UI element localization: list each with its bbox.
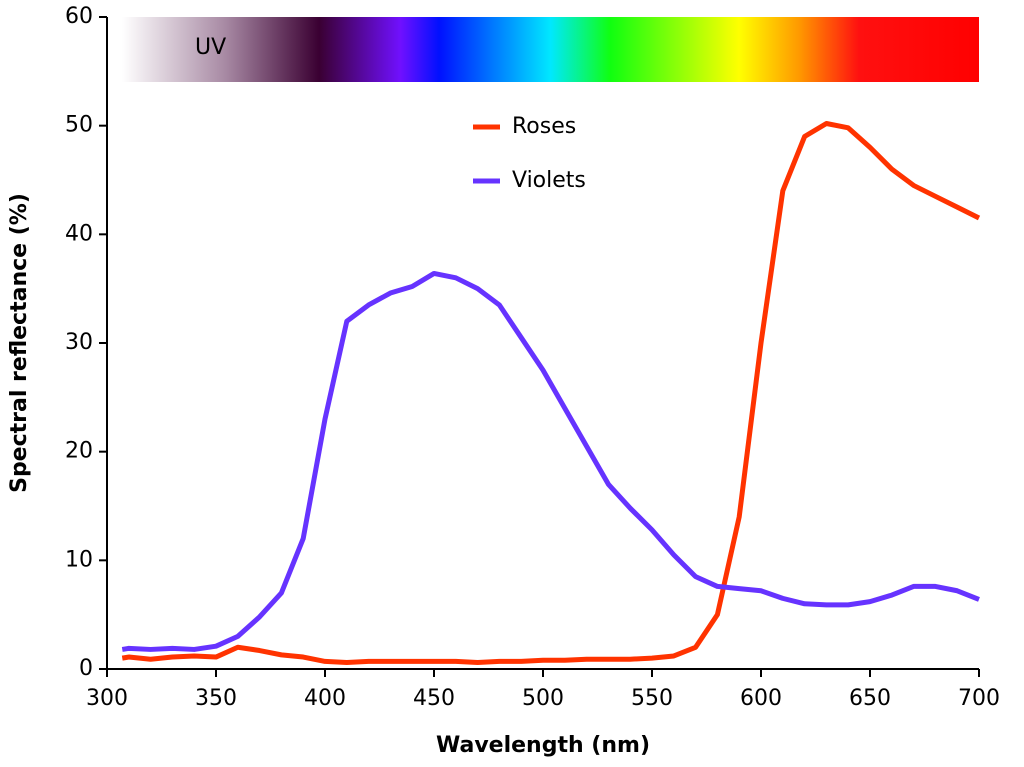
line-series (121, 270, 980, 652)
y-tick-label: 30 (65, 330, 93, 355)
x-tick-label: 550 (631, 686, 673, 711)
x-tick-label: 650 (849, 686, 891, 711)
legend-label: Violets (512, 168, 586, 193)
x-tick-label: 400 (304, 686, 346, 711)
x-tick-label: 350 (195, 686, 237, 711)
x-tick-label: 450 (413, 686, 455, 711)
legend-label: Roses (512, 114, 576, 139)
x-tick-label: 600 (740, 686, 782, 711)
y-tick-label: 20 (65, 439, 93, 464)
y-tick-label: 10 (65, 547, 93, 572)
x-tick-label: 500 (522, 686, 564, 711)
x-axis-title: Wavelength (nm) (436, 733, 650, 758)
y-axis-title: Spectral reflectance (%) (7, 193, 32, 493)
y-tick-label: 50 (65, 113, 93, 138)
x-tick-label: 700 (958, 686, 1000, 711)
y-tick-label: 0 (79, 656, 93, 681)
y-tick-label: 40 (65, 221, 93, 246)
line-series (121, 120, 981, 665)
annotation: UV (195, 35, 226, 60)
x-tick-label: 300 (86, 686, 128, 711)
y-tick-label: 60 (65, 4, 93, 29)
spectrum-bar (122, 17, 979, 82)
